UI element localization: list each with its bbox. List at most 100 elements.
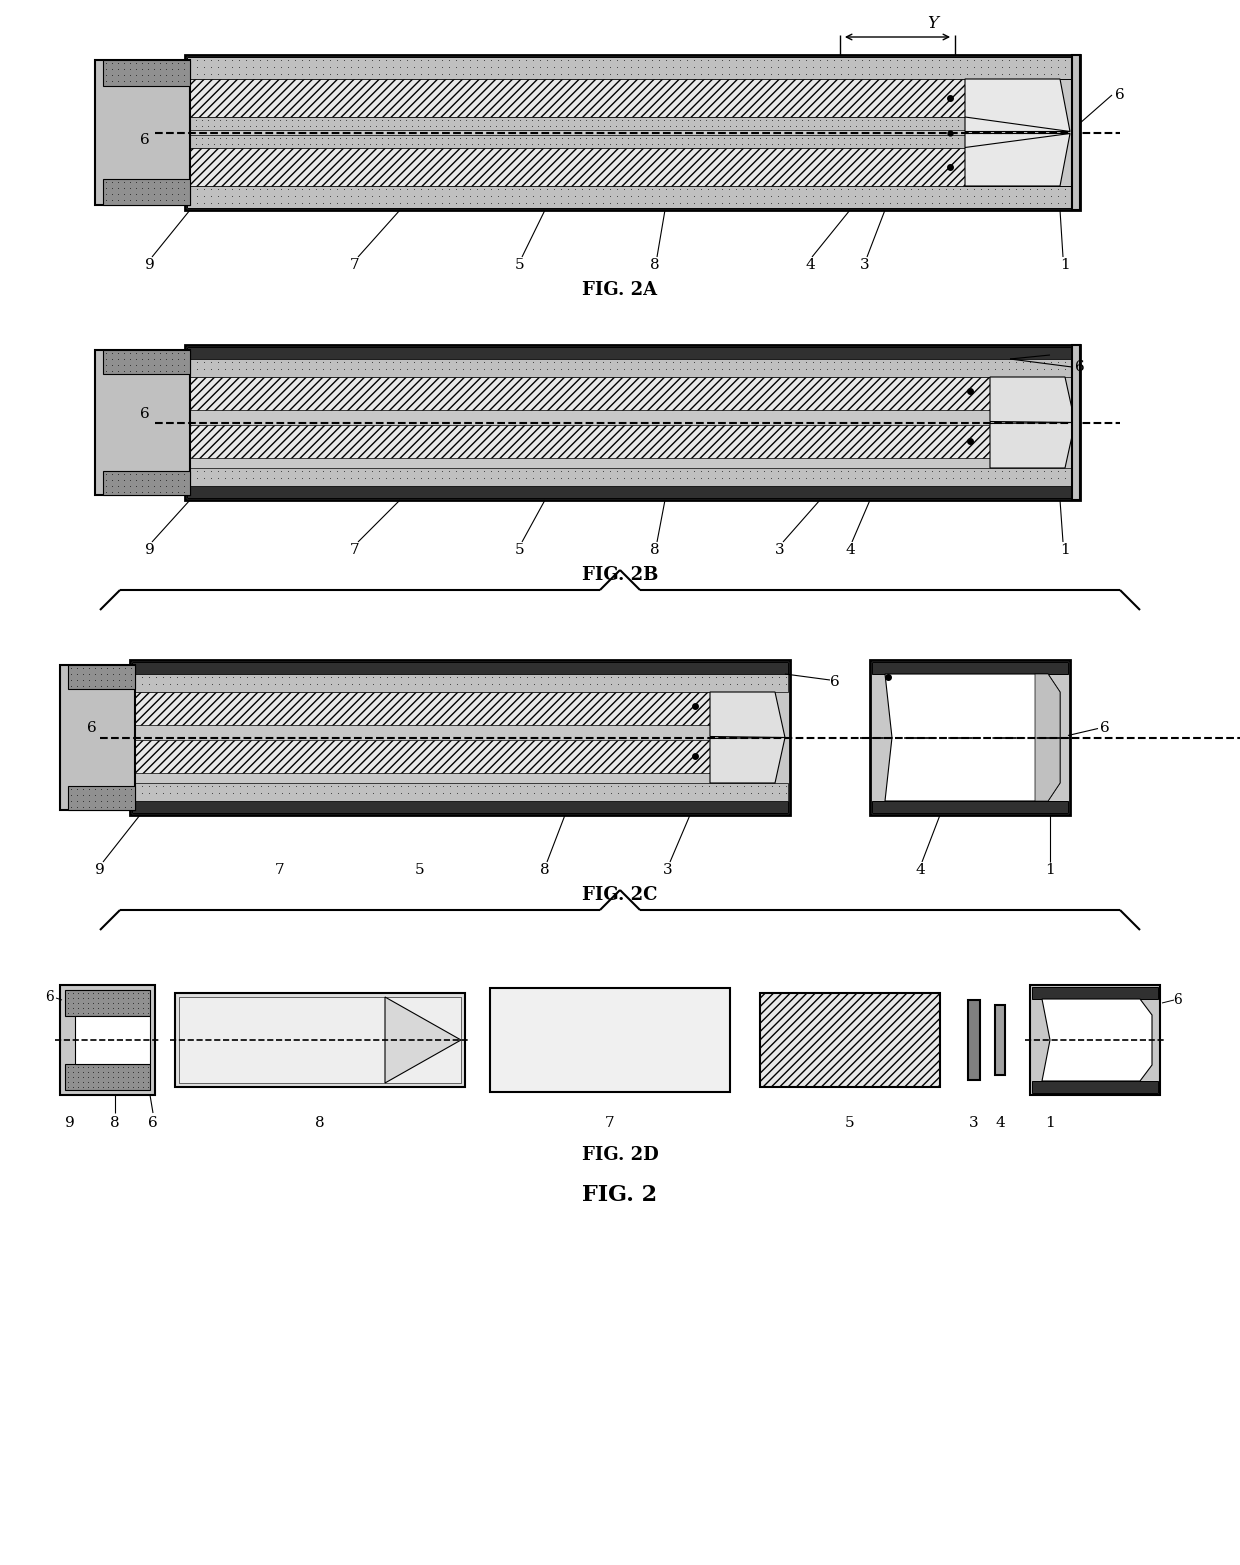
Bar — [1073, 344, 1080, 499]
Polygon shape — [711, 692, 785, 737]
Polygon shape — [990, 377, 1075, 423]
Bar — [187, 487, 1078, 498]
Bar — [68, 665, 135, 689]
Text: 4: 4 — [996, 1116, 1004, 1130]
Bar — [872, 662, 1068, 675]
Bar — [131, 740, 711, 773]
Text: 5: 5 — [515, 258, 525, 272]
Text: 1: 1 — [1060, 543, 1070, 557]
Text: 5: 5 — [515, 543, 525, 557]
Bar — [870, 660, 1070, 815]
Bar — [1030, 984, 1159, 1096]
Text: 8: 8 — [650, 258, 660, 272]
Bar — [187, 468, 1078, 487]
Bar — [187, 377, 990, 410]
Bar — [187, 117, 965, 130]
Text: 6: 6 — [1075, 360, 1085, 374]
Text: 7: 7 — [350, 543, 360, 557]
Text: 3: 3 — [970, 1116, 978, 1130]
Text: FIG. 2C: FIG. 2C — [583, 886, 657, 905]
Bar — [60, 665, 135, 811]
Bar — [994, 1005, 1004, 1075]
Bar — [64, 1064, 150, 1089]
Text: 6: 6 — [148, 1116, 157, 1130]
Text: 7: 7 — [275, 862, 285, 876]
Text: 8: 8 — [650, 543, 660, 557]
Bar — [185, 344, 1080, 499]
Bar — [187, 347, 1078, 358]
Bar — [103, 351, 190, 374]
Text: 5: 5 — [846, 1116, 854, 1130]
Bar — [187, 358, 1078, 377]
Bar — [130, 660, 790, 815]
Text: 6: 6 — [1100, 720, 1110, 734]
Bar — [95, 59, 190, 205]
Text: FIG. 2D: FIG. 2D — [582, 1146, 658, 1164]
Bar — [187, 147, 965, 186]
Text: 7: 7 — [605, 1116, 615, 1130]
Polygon shape — [1042, 998, 1152, 1081]
Text: FIG. 2B: FIG. 2B — [582, 567, 658, 584]
Bar — [1032, 1081, 1158, 1092]
Bar — [187, 186, 1078, 208]
Polygon shape — [965, 78, 1070, 131]
Bar — [60, 984, 155, 1096]
Polygon shape — [1035, 675, 1060, 801]
Polygon shape — [990, 423, 1075, 468]
Text: 6: 6 — [87, 720, 97, 734]
Bar — [179, 997, 461, 1083]
Text: 9: 9 — [145, 258, 155, 272]
Text: 9: 9 — [66, 1116, 74, 1130]
Bar — [131, 782, 787, 801]
Text: 6: 6 — [46, 991, 55, 1005]
Text: 7: 7 — [350, 258, 360, 272]
Bar — [175, 994, 465, 1088]
Bar — [187, 424, 990, 457]
Text: 6: 6 — [140, 133, 150, 147]
Bar — [68, 786, 135, 811]
Bar — [131, 801, 787, 812]
Text: 3: 3 — [861, 258, 869, 272]
Bar — [131, 675, 787, 692]
Text: 1: 1 — [1045, 1116, 1055, 1130]
Bar — [103, 59, 190, 86]
Text: 8: 8 — [541, 862, 549, 876]
Text: 4: 4 — [915, 862, 925, 876]
Text: FIG. 2: FIG. 2 — [583, 1185, 657, 1207]
Bar — [131, 662, 787, 675]
Bar — [490, 988, 730, 1092]
Bar — [131, 692, 711, 725]
Bar — [187, 135, 965, 147]
Polygon shape — [711, 737, 785, 782]
Bar — [64, 991, 150, 1016]
Text: 4: 4 — [846, 543, 854, 557]
Text: 3: 3 — [663, 862, 673, 876]
Text: 1: 1 — [1045, 862, 1055, 876]
Bar — [74, 1016, 150, 1064]
Bar — [187, 56, 1078, 78]
Text: 6: 6 — [1115, 88, 1125, 102]
Text: 6: 6 — [140, 407, 150, 421]
Text: 9: 9 — [95, 862, 105, 876]
Bar — [95, 351, 190, 495]
Text: 3: 3 — [775, 543, 785, 557]
Bar — [185, 55, 1080, 210]
Bar — [1032, 988, 1158, 998]
Bar — [187, 78, 965, 117]
Text: 6: 6 — [1173, 994, 1183, 1006]
Bar — [103, 178, 190, 205]
Bar — [1073, 55, 1080, 210]
Text: 5: 5 — [415, 862, 425, 876]
Bar — [103, 471, 190, 495]
Bar — [760, 994, 940, 1088]
Text: 8: 8 — [315, 1116, 325, 1130]
Polygon shape — [384, 997, 461, 1083]
Text: 9: 9 — [145, 543, 155, 557]
Text: 8: 8 — [110, 1116, 120, 1130]
Text: Y: Y — [928, 14, 937, 31]
Bar — [872, 801, 1068, 812]
Text: 1: 1 — [1060, 258, 1070, 272]
Bar — [968, 1000, 980, 1080]
Text: 6: 6 — [830, 675, 839, 689]
Polygon shape — [885, 675, 1060, 801]
